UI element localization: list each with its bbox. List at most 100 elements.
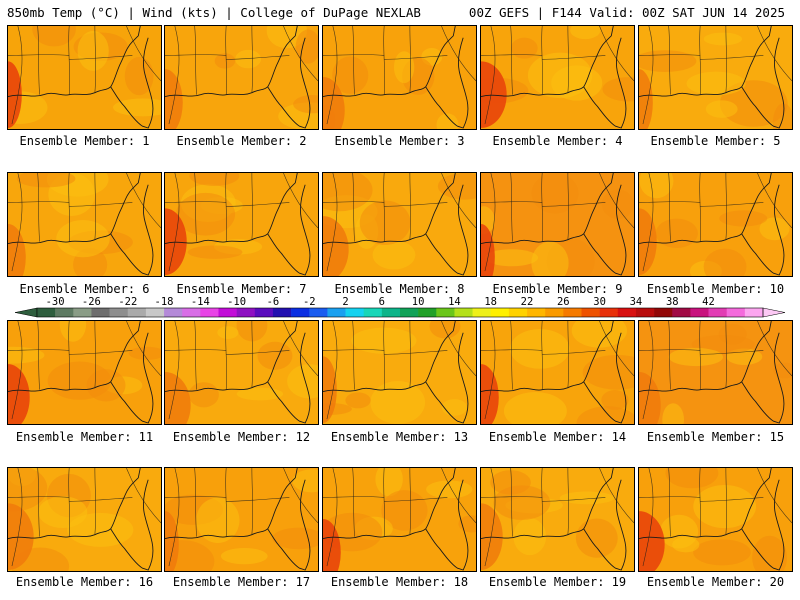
ensemble-member-label: Ensemble Member: 12 [172, 430, 311, 444]
colorbar-swatch [272, 308, 292, 317]
ensemble-member-map [7, 172, 162, 277]
ensemble-member-label: Ensemble Member: 1 [19, 134, 150, 148]
colorbar-swatch [381, 308, 401, 317]
ensemble-member-map [480, 467, 635, 572]
colorbar-swatch [73, 308, 92, 317]
header-title-left: 850mb Temp (°C) | Wind (kts) | College o… [7, 5, 421, 20]
temperature-field [639, 173, 792, 276]
colorbar-swatch [472, 308, 492, 317]
colorbar-swatch [418, 308, 437, 317]
ensemble-member-label: Ensemble Member: 4 [492, 134, 623, 148]
ensemble-member-label: Ensemble Member: 8 [334, 282, 465, 296]
colorbar-tick-label: 22 [521, 296, 534, 308]
colorbar-swatch [563, 308, 582, 317]
colorbar-right-arrow [762, 307, 785, 318]
colorbar-swatch [55, 308, 74, 317]
colorbar-tick-label: 6 [379, 296, 385, 308]
ensemble-member-map [480, 172, 635, 277]
colorbar-swatch [37, 308, 56, 317]
colorbar-tick-label: 30 [593, 296, 606, 308]
colorbar-swatch [164, 308, 183, 317]
colorbar-tick-label: 26 [557, 296, 570, 308]
temperature-field [8, 321, 161, 424]
temperature-field [165, 321, 318, 424]
colorbar-tick-label: 10 [412, 296, 425, 308]
colorbar-tick-label: -10 [227, 296, 246, 308]
temperature-field [481, 26, 634, 129]
colorbar-swatch [744, 308, 764, 317]
ensemble-member-map [7, 25, 162, 130]
colorbar-swatch [363, 308, 383, 317]
ensemble-member-label: Ensemble Member: 5 [650, 134, 781, 148]
ensemble-member-map [164, 320, 319, 425]
temperature-field [639, 26, 792, 129]
ensemble-member-label: Ensemble Member: 7 [176, 282, 307, 296]
colorbar-tick-label: -26 [82, 296, 101, 308]
colorbar-swatch [309, 308, 328, 317]
temperature-field [323, 321, 476, 424]
ensemble-member-label: Ensemble Member: 2 [176, 134, 307, 148]
ensemble-member-map [322, 25, 477, 130]
temperature-field [639, 321, 792, 424]
colorbar-swatch [236, 308, 256, 317]
colorbar-swatch [654, 308, 673, 317]
colorbar-swatch [672, 308, 691, 317]
header-title-right: 00Z GEFS | F144 Valid: 00Z SAT JUN 14 20… [468, 5, 785, 20]
ensemble-member-label: Ensemble Member: 10 [646, 282, 785, 296]
ensemble-member-label: Ensemble Member: 16 [15, 575, 154, 589]
colorbar-swatch [726, 308, 746, 317]
ensemble-member-label: Ensemble Member: 11 [15, 430, 154, 444]
temperature-field [8, 173, 161, 276]
ensemble-member-label: Ensemble Member: 14 [488, 430, 627, 444]
colorbar-tick-label: -6 [267, 296, 280, 308]
colorbar-tick-label: -22 [118, 296, 137, 308]
ensemble-member-label: Ensemble Member: 20 [646, 575, 785, 589]
ensemble-member-map [322, 320, 477, 425]
colorbar-swatch [345, 308, 364, 317]
temperature-field [323, 468, 476, 571]
colorbar-swatch [690, 308, 709, 317]
ensemble-member-map [480, 25, 635, 130]
colorbar-swatch [254, 308, 274, 317]
temperature-field [165, 173, 318, 276]
ensemble-member-map [638, 172, 793, 277]
colorbar-swatch [200, 308, 219, 317]
colorbar-swatch [635, 308, 655, 317]
temperature-field [8, 26, 161, 129]
ensemble-member-map [638, 467, 793, 572]
ensemble-member-map [480, 320, 635, 425]
colorbar-tick-label: -14 [191, 296, 210, 308]
colorbar-swatch [182, 308, 201, 317]
colorbar-swatch [436, 308, 455, 317]
ensemble-member-map [638, 320, 793, 425]
temperature-field [639, 468, 792, 571]
colorbar-swatch [545, 308, 564, 317]
colorbar-swatch [400, 308, 419, 317]
ensemble-member-map [7, 467, 162, 572]
ensemble-member-label: Ensemble Member: 19 [488, 575, 627, 589]
colorbar-swatch [109, 308, 129, 317]
colorbar-swatch [218, 308, 237, 317]
temperature-field [165, 468, 318, 571]
colorbar-swatch [127, 308, 147, 317]
ensemble-member-map [7, 320, 162, 425]
colorbar-tick-label: -18 [155, 296, 174, 308]
ensemble-member-label: Ensemble Member: 9 [492, 282, 623, 296]
ensemble-member-label: Ensemble Member: 13 [330, 430, 469, 444]
colorbar-swatch [617, 308, 637, 317]
colorbar-swatch [508, 308, 528, 317]
ensemble-member-label: Ensemble Member: 17 [172, 575, 311, 589]
colorbar-tick-label: 14 [448, 296, 461, 308]
colorbar-tick-label: -2 [303, 296, 316, 308]
ensemble-member-map [164, 25, 319, 130]
ensemble-member-map [638, 25, 793, 130]
ensemble-member-map [164, 467, 319, 572]
temperature-field [481, 173, 634, 276]
colorbar-tick-label: 34 [630, 296, 643, 308]
colorbar-swatch [454, 308, 473, 317]
colorbar-swatch [708, 308, 727, 317]
colorbar-legend: -30 -26 -22 -18 -14 -10 -6 -2 2 6 10 14 18 22 26 30 34 38… [15, 296, 785, 318]
colorbar-tick-label: 42 [702, 296, 715, 308]
ensemble-member-label: Ensemble Member: 15 [646, 430, 785, 444]
colorbar-swatch [291, 308, 310, 317]
